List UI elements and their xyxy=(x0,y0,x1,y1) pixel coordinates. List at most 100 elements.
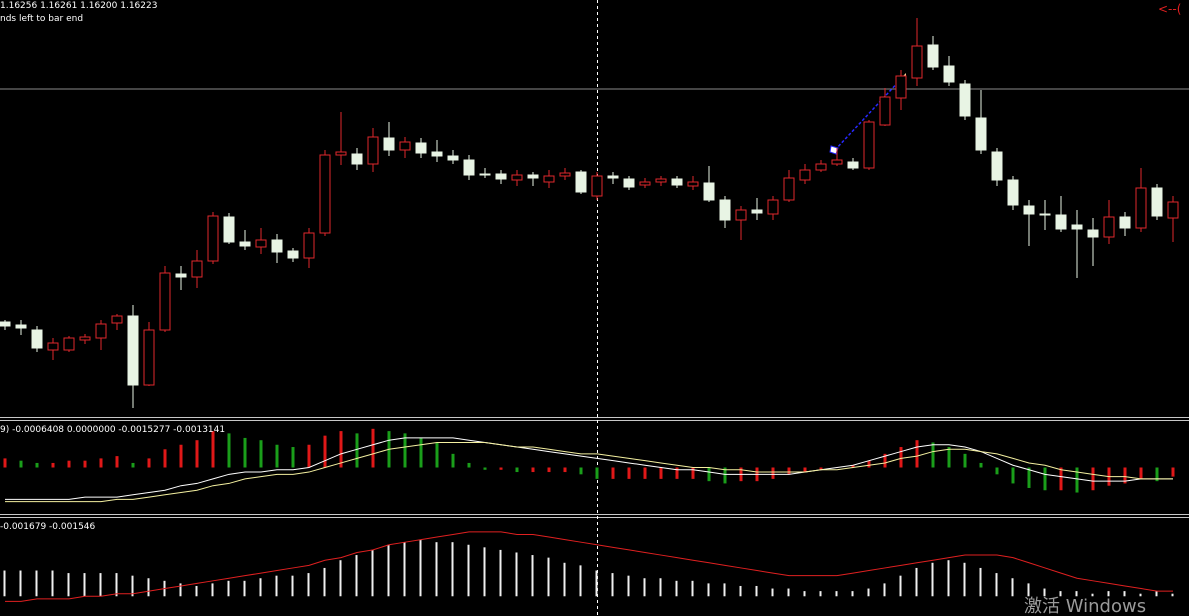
candle-body xyxy=(639,181,651,186)
histogram-bar xyxy=(115,573,118,597)
ohlc-text: 1.16256 1.16261 1.16200 1.16223 xyxy=(0,1,157,11)
histogram-bar xyxy=(963,562,966,597)
histogram-bar xyxy=(1043,588,1046,597)
candle-body xyxy=(991,151,1003,181)
histogram-bar xyxy=(51,462,55,468)
histogram-bar xyxy=(371,549,374,597)
histogram-bar xyxy=(1123,467,1127,484)
histogram-bar xyxy=(323,567,326,597)
histogram-bar xyxy=(211,583,214,597)
marks xyxy=(0,18,1179,602)
histogram-bar xyxy=(723,583,726,597)
candle-body xyxy=(1023,205,1035,215)
histogram-bar xyxy=(611,573,614,597)
histogram-bar xyxy=(659,467,663,479)
histogram-bar xyxy=(435,542,438,597)
histogram-bar xyxy=(339,560,342,597)
histogram-bar xyxy=(131,462,135,468)
histogram-bar xyxy=(163,449,167,468)
histogram-bar xyxy=(931,442,935,468)
histogram-bar xyxy=(211,431,215,468)
histogram-bar xyxy=(787,467,791,475)
candle-body xyxy=(879,96,891,126)
histogram-bar xyxy=(915,567,918,597)
histogram-bar xyxy=(99,573,102,597)
candle-body xyxy=(799,169,811,181)
histogram-bar xyxy=(1059,467,1063,491)
histogram-bar xyxy=(3,570,6,597)
histogram-bar xyxy=(67,460,71,468)
candle-body xyxy=(63,337,75,351)
histogram-bar xyxy=(915,440,919,468)
candle-body xyxy=(1167,201,1179,219)
histogram-bar xyxy=(803,467,807,473)
histogram-bar xyxy=(131,575,134,597)
histogram-bar xyxy=(643,578,646,597)
histogram-bar xyxy=(1011,578,1014,597)
histogram-bar xyxy=(659,578,662,597)
histogram-bar xyxy=(595,570,598,597)
histogram-bar xyxy=(275,444,279,468)
histogram-bar xyxy=(627,575,630,597)
candle-body xyxy=(31,329,43,349)
candle-body xyxy=(1007,179,1019,206)
histogram-bar xyxy=(179,583,182,597)
candle-body xyxy=(975,117,987,151)
histogram-bar xyxy=(675,580,678,597)
histogram-bar xyxy=(819,467,823,470)
histogram-bar xyxy=(1107,591,1110,597)
histogram-bar xyxy=(947,447,951,468)
histogram-bar xyxy=(35,462,39,468)
histogram-bar xyxy=(595,467,599,479)
histogram-bar xyxy=(627,467,631,479)
histogram-bar xyxy=(835,591,838,597)
histogram-bar xyxy=(83,573,86,597)
histogram-bar xyxy=(323,435,327,468)
histogram-bar xyxy=(307,573,310,597)
candle-body xyxy=(191,260,203,278)
histogram-bar xyxy=(819,591,822,597)
candle-body xyxy=(399,141,411,151)
candle-body xyxy=(47,342,59,351)
histogram-bar xyxy=(259,578,262,597)
histogram-bar xyxy=(547,557,550,597)
histogram-bar xyxy=(403,433,407,468)
histogram-bar xyxy=(147,458,151,468)
histogram-bar xyxy=(403,542,406,597)
trade-line xyxy=(834,77,903,151)
histogram-bar xyxy=(691,467,695,479)
candle-body xyxy=(607,175,619,179)
histogram-bar xyxy=(99,458,103,468)
histogram-bar xyxy=(355,433,359,468)
histogram-bar xyxy=(483,547,486,597)
histogram-bar xyxy=(1027,467,1031,488)
histogram-bar xyxy=(467,462,471,468)
histogram-bar xyxy=(259,440,263,468)
histogram-bar xyxy=(995,573,998,597)
histogram-bar xyxy=(1059,591,1062,597)
candle-body xyxy=(783,177,795,201)
candle-body xyxy=(895,75,907,99)
histogram-bar xyxy=(739,585,742,597)
histogram-bar xyxy=(147,578,150,597)
candle-body xyxy=(527,174,539,179)
histogram-bar xyxy=(179,444,183,468)
histogram-bar xyxy=(435,442,439,468)
candle-body xyxy=(1087,229,1099,238)
candle-body xyxy=(1055,214,1067,230)
histogram-bar xyxy=(723,467,727,484)
histogram-bar xyxy=(963,453,967,468)
histogram-bar xyxy=(1043,467,1047,491)
candle-body xyxy=(847,161,859,169)
histogram-bar xyxy=(851,465,855,468)
watermark: 激活 Windows xyxy=(1024,596,1146,616)
candle-body xyxy=(1119,216,1131,229)
histogram-bar xyxy=(483,467,487,470)
histogram-bar xyxy=(755,585,758,597)
histogram-bar xyxy=(979,462,983,468)
histogram-bar xyxy=(675,467,679,479)
histogram-bar xyxy=(531,467,535,473)
